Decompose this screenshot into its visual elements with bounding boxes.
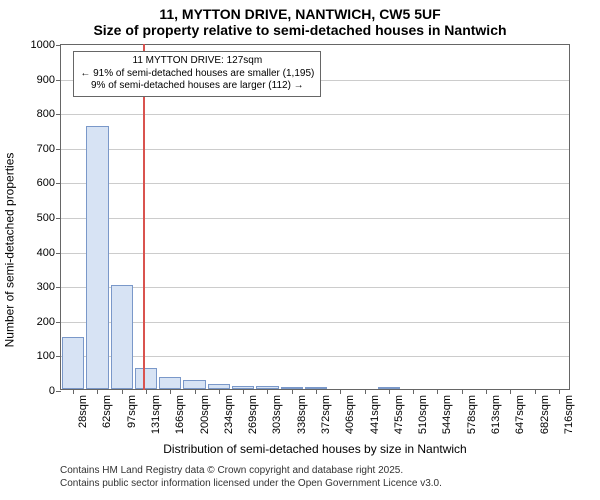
gridline [61,114,569,115]
x-tick-mark [340,389,341,394]
histogram-bar [135,368,157,389]
histogram-bar [86,126,108,389]
x-tick-mark [146,389,147,394]
chart-title-line1: 11, MYTTON DRIVE, NANTWICH, CW5 5UF [0,0,600,22]
x-tick-label: 303sqm [271,395,283,434]
x-tick-mark [365,389,366,394]
chart-container: 11, MYTTON DRIVE, NANTWICH, CW5 5UF Size… [0,0,600,500]
attribution: Contains HM Land Registry data © Crown c… [60,464,570,490]
x-tick-mark [292,389,293,394]
x-tick-mark [267,389,268,394]
x-tick-mark [389,389,390,394]
gridline [61,253,569,254]
x-tick-label: 613sqm [490,395,502,434]
x-tick-label: 647sqm [514,395,526,434]
x-tick-mark [413,389,414,394]
y-tick-label: 300 [37,281,61,293]
x-tick-mark [219,389,220,394]
x-tick-label: 166sqm [174,395,186,434]
x-tick-label: 234sqm [223,395,235,434]
x-tick-mark [486,389,487,394]
y-tick-label: 100 [37,350,61,362]
gridline [61,183,569,184]
x-tick-mark [73,389,74,394]
x-tick-mark [122,389,123,394]
x-tick-mark [316,389,317,394]
gridline [61,287,569,288]
gridline [61,149,569,150]
y-tick-label: 500 [37,212,61,224]
histogram-bar [62,337,84,389]
gridline [61,218,569,219]
x-tick-mark [510,389,511,394]
y-tick-label: 600 [37,177,61,189]
x-tick-mark [559,389,560,394]
x-tick-label: 510sqm [417,395,429,434]
annotation-line2: ← 91% of semi-detached houses are smalle… [80,68,314,81]
y-tick-label: 700 [37,143,61,155]
histogram-bar [159,377,181,389]
y-tick-label: 0 [49,385,61,397]
annotation-box: 11 MYTTON DRIVE: 127sqm← 91% of semi-det… [73,51,321,97]
x-tick-label: 62sqm [101,395,113,428]
x-tick-label: 544sqm [441,395,453,434]
x-tick-label: 475sqm [393,395,405,434]
x-tick-mark [170,389,171,394]
x-tick-label: 372sqm [320,395,332,434]
gridline [61,356,569,357]
y-axis-title: Number of semi-detached properties [0,0,18,500]
y-tick-label: 800 [37,108,61,120]
x-tick-label: 200sqm [199,395,211,434]
plot-outer: 0100200300400500600700800900100028sqm62s… [60,44,570,390]
x-tick-label: 131sqm [150,395,162,434]
attribution-line2: Contains public sector information licen… [60,477,570,490]
x-tick-mark [243,389,244,394]
x-tick-label: 682sqm [539,395,551,434]
x-tick-mark [462,389,463,394]
x-tick-label: 578sqm [466,395,478,434]
y-tick-label: 1000 [31,39,61,51]
x-tick-label: 406sqm [344,395,356,434]
chart-title-line2: Size of property relative to semi-detach… [0,22,600,42]
x-tick-mark [535,389,536,394]
x-axis-title: Distribution of semi-detached houses by … [60,442,570,456]
y-tick-label: 200 [37,316,61,328]
x-tick-label: 441sqm [369,395,381,434]
y-tick-label: 400 [37,247,61,259]
attribution-line1: Contains HM Land Registry data © Crown c… [60,464,570,477]
plot-area: 0100200300400500600700800900100028sqm62s… [60,44,570,390]
x-tick-label: 28sqm [77,395,89,428]
x-tick-mark [195,389,196,394]
gridline [61,322,569,323]
y-tick-label: 900 [37,74,61,86]
annotation-line1: 11 MYTTON DRIVE: 127sqm [80,55,314,68]
histogram-bar [183,380,205,389]
x-tick-label: 269sqm [247,395,259,434]
x-tick-mark [97,389,98,394]
x-tick-label: 716sqm [563,395,575,434]
annotation-line3: 9% of semi-detached houses are larger (1… [80,80,314,93]
x-tick-label: 338sqm [296,395,308,434]
x-tick-label: 97sqm [126,395,138,428]
histogram-bar [111,285,133,389]
x-tick-mark [437,389,438,394]
